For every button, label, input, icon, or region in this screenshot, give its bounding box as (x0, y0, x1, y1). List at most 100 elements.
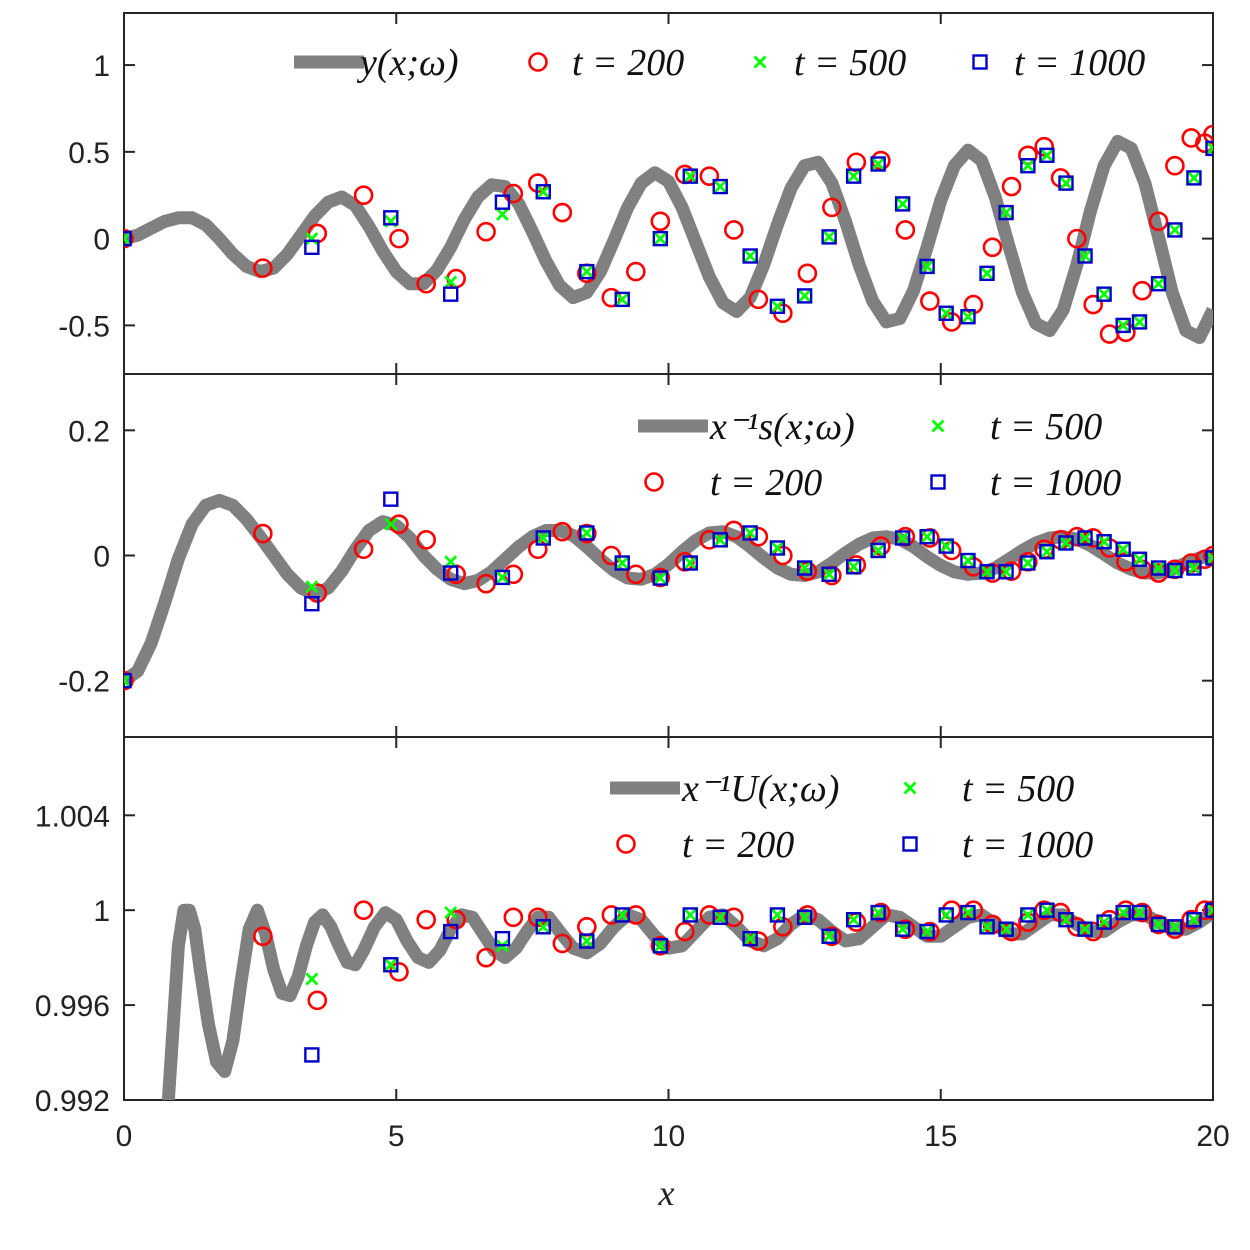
point-middle-t500-28-stroke-b (1116, 542, 1130, 556)
point-middle-t500-31-stroke-b (1168, 564, 1182, 578)
point-bottom-t1000-20 (979, 919, 995, 935)
legend-swatch-top-1 (528, 52, 548, 72)
point-top-t500-20 (961, 310, 975, 324)
point-bottom-t500-12 (798, 910, 812, 924)
ytick-label-bottom-1: 0.996 (35, 990, 110, 1023)
point-top-t500-3-stroke-b (444, 275, 458, 289)
point-top-t200-24 (895, 220, 916, 240)
point-top-t500-11 (743, 249, 757, 263)
point-top-t200-7 (476, 221, 496, 242)
point-bottom-t200-4 (416, 909, 436, 930)
point-middle-t200-13 (626, 564, 646, 585)
ytick-label-top-1: 0 (93, 224, 110, 257)
point-bottom-t200-41 (1203, 900, 1213, 920)
legend-label-middle-0: x⁻¹s(x;ω) (709, 406, 855, 448)
point-middle-t200-5 (416, 530, 436, 550)
point-bottom-t500-25 (1078, 922, 1092, 936)
point-bottom-t500-2-stroke-b (444, 906, 458, 920)
point-top-t500-1 (305, 232, 319, 246)
point-top-t500-0-stroke-a (124, 236, 131, 246)
point-top-t500-25 (1059, 176, 1073, 190)
point-bottom-t200-9 (552, 933, 573, 954)
point-top-t500-12 (770, 299, 784, 313)
point-top-t500-0 (124, 232, 131, 246)
point-top-t500-27-stroke-b (1097, 287, 1111, 301)
legend-label-top-2: t = 500 (794, 42, 906, 84)
point-middle-t500-23 (1021, 556, 1035, 570)
point-top-t500-22 (999, 206, 1013, 220)
point-middle-t500-11-stroke-b (743, 526, 757, 540)
point-top-t500-25-stroke-b (1059, 176, 1073, 190)
point-bottom-t500-30 (1168, 920, 1182, 934)
point-top-t500-31 (1168, 223, 1182, 237)
point-top-t1000-6 (579, 263, 595, 280)
point-top-t200-0 (124, 228, 134, 249)
point-bottom-t1000-19 (960, 904, 976, 921)
legend-label-middle-2: t = 200 (710, 462, 822, 504)
point-top-t500-27 (1097, 287, 1111, 301)
point-bottom-t500-29 (1152, 917, 1166, 931)
point-middle-t500-27-stroke-b (1097, 535, 1111, 549)
point-bottom-t1000-13 (821, 928, 837, 944)
point-bottom-t500-4-stroke-b (536, 920, 550, 934)
point-middle-t500-1-stroke-b (305, 580, 319, 594)
point-bottom-t500-19-stroke-b (961, 906, 975, 920)
point-middle-t500-7-stroke-b (615, 556, 629, 570)
point-middle-t500-4 (495, 570, 509, 584)
xtick-label-1: 5 (388, 1120, 405, 1153)
point-bottom-t500-31 (1187, 913, 1201, 927)
point-top-t200-25 (920, 291, 940, 311)
point-middle-t1000-6 (579, 525, 595, 541)
point-middle-t500-32-stroke-b (1187, 561, 1201, 575)
point-middle-t1000-18 (919, 529, 935, 545)
point-bottom-t200-33 (1083, 921, 1104, 942)
point-middle-t500-30 (1152, 561, 1166, 575)
point-middle-t500-5-stroke-b (536, 531, 550, 545)
point-top-t200-29 (1001, 176, 1022, 197)
point-top-t500-10-stroke-b (713, 180, 727, 194)
point-top-t1000-23 (1020, 158, 1036, 174)
point-bottom-t500-13-stroke-b (822, 929, 836, 943)
point-bottom-t200-14 (675, 921, 695, 942)
point-top-t200-20 (797, 263, 818, 284)
point-top-t1000-10 (712, 178, 728, 195)
point-middle-t500-24-stroke-b (1040, 545, 1054, 559)
point-middle-t500-33 (1206, 551, 1213, 565)
point-top-t1000-26 (1077, 248, 1093, 264)
point-top-t500-30-stroke-b (1152, 277, 1166, 291)
point-bottom-t1000-29 (1150, 916, 1167, 933)
point-middle-t1000-23 (1020, 555, 1036, 571)
point-top-t500-12-stroke-b (770, 299, 784, 313)
point-bottom-t500-32-stroke-a (1206, 903, 1213, 913)
point-bottom-t500-28 (1133, 906, 1146, 920)
point-middle-t200-7 (476, 573, 496, 594)
point-middle-t200-18 (748, 526, 769, 547)
point-middle-t500-11 (743, 526, 757, 540)
point-middle-t500-33-stroke-b (1206, 556, 1213, 565)
point-bottom-t200-7 (503, 907, 524, 928)
legend-label-middle-1: t = 500 (990, 406, 1102, 448)
point-top-t200-5 (416, 273, 436, 294)
point-middle-t500-29 (1133, 552, 1146, 566)
point-top-t500-4-stroke-b (495, 207, 509, 221)
panel-top-plot-area (124, 124, 1213, 345)
point-bottom-t500-32-stroke-b (1206, 908, 1213, 917)
point-top-t200-3 (353, 185, 374, 206)
point-middle-t1000-29 (1131, 551, 1148, 567)
legend-top: y(x;ω) t = 200 t = 500 t = 1000 (294, 42, 1145, 84)
point-middle-t500-21-stroke-b (980, 565, 994, 579)
point-middle-t500-33-stroke-a (1206, 551, 1213, 560)
point-top-t500-22-stroke-b (999, 206, 1013, 220)
point-top-t1000-11 (742, 248, 758, 264)
point-top-t500-24 (1040, 148, 1054, 162)
point-top-t500-4 (495, 207, 509, 221)
point-bottom-t500-30-stroke-b (1168, 920, 1182, 934)
legend-swatch-top-3 (972, 54, 988, 70)
point-middle-t1000-7 (614, 555, 630, 571)
point-top-t1000-29 (1131, 314, 1148, 330)
point-middle-t500-1 (305, 580, 319, 594)
point-middle-t500-32 (1187, 561, 1201, 575)
point-bottom-t500-27 (1116, 906, 1130, 920)
point-middle-t500-0-stroke-b (124, 674, 131, 683)
point-middle-t500-6 (580, 526, 594, 540)
